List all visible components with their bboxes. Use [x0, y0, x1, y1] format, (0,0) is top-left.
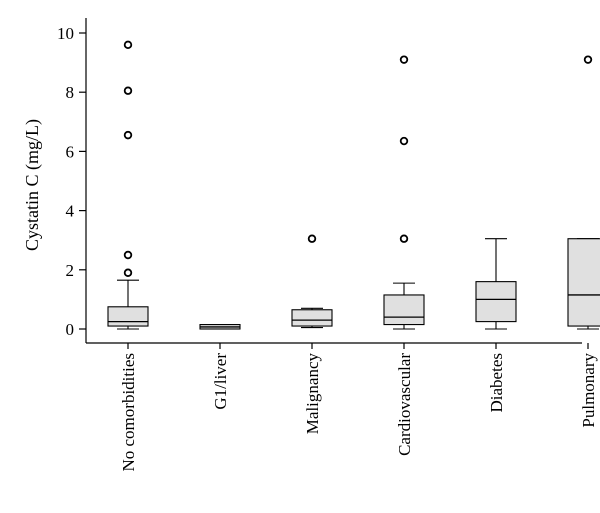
- outlier-point: [583, 55, 593, 64]
- y-tick-label: 2: [66, 261, 75, 280]
- y-tick-label: 10: [57, 24, 74, 43]
- box-groups: [107, 40, 600, 330]
- y-tick-label: 8: [66, 83, 75, 102]
- x-category-labels: No comorbidities G1/liver Malignancy Cardio…: [119, 343, 598, 472]
- iqr-box: [567, 238, 600, 327]
- iqr-box: [475, 281, 517, 323]
- box-group: [567, 55, 600, 330]
- y-ticks: 0 2 4 6 8 10: [57, 24, 86, 339]
- x-category-label: No comorbidities: [119, 353, 138, 472]
- x-category-label: Pulmonary: [579, 353, 598, 428]
- x-category-label: Malignancy: [303, 353, 322, 435]
- iqr-box: [291, 309, 333, 327]
- outlier-point: [123, 268, 133, 277]
- y-tick-label: 6: [66, 142, 75, 161]
- iqr-box: [383, 294, 425, 326]
- outlier-point: [123, 130, 133, 140]
- box-group: [291, 234, 333, 329]
- outlier-point: [123, 40, 133, 50]
- box-group: [475, 238, 517, 330]
- outlier-point: [399, 55, 409, 64]
- y-tick-label: 4: [66, 202, 75, 221]
- y-axis-label: Cystatin C (mg/L): [22, 119, 43, 251]
- outlier-point: [123, 86, 133, 95]
- box-group: [199, 324, 241, 330]
- y-tick-label: 0: [66, 320, 75, 339]
- x-category-label: Cardiovascular: [395, 353, 414, 456]
- outlier-point: [399, 234, 409, 243]
- box-group: [107, 40, 149, 330]
- x-category-label: G1/liver: [211, 353, 230, 410]
- iqr-box: [107, 306, 149, 327]
- outlier-point: [307, 234, 317, 243]
- outlier-point: [123, 250, 133, 260]
- box-group: [383, 55, 425, 330]
- x-category-label: Diabetes: [487, 353, 506, 412]
- outlier-point: [399, 136, 409, 146]
